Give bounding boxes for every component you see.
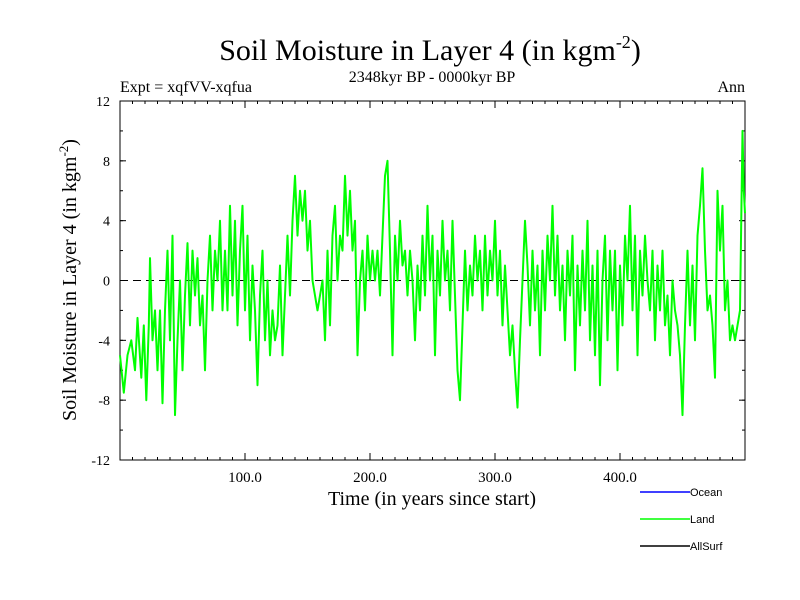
y-axis: -12 -8 -4 0 4 8 12 [91,95,745,469]
y-axis-label: Soil Moisture in Layer 4 (in kgm-2) [56,139,81,421]
x-axis-label: Time (in years since start) [328,488,536,510]
x-axis: 100.0 200.0 300.0 400.0 [132,101,733,486]
y-tick-label: 4 [103,215,110,230]
chart-title-end: ) [631,34,641,67]
subtitle-left: Expt = xqfVV-xqfua [120,79,252,96]
x-tick-label: 200.0 [353,470,387,486]
legend-label-land: Land [690,514,714,526]
legend-label-ocean: Ocean [690,487,722,499]
subtitle-right: Ann [717,79,745,96]
chart-title-main: Soil Moisture in Layer 4 (in kgm [219,34,616,67]
y-tick-label: 12 [96,95,110,110]
legend-label-allsurf: AllSurf [690,541,723,553]
chart-title-sup: -2 [616,32,631,52]
chart-title: Soil Moisture in Layer 4 (in kgm-2) [219,32,641,67]
y-tick-label: -4 [98,334,110,349]
y-tick-label: -8 [98,394,110,409]
series-group [119,129,746,417]
y-tick-label: 0 [103,275,110,290]
x-tick-label: 300.0 [478,470,512,486]
subtitle-center: 2348kyr BP - 0000kyr BP [349,69,516,86]
x-tick-label: 400.0 [603,470,637,486]
y-axis-label-main: Soil Moisture in Layer 4 (in kgm [59,156,81,421]
x-tick-label: 100.0 [228,470,262,486]
y-tick-label: 8 [103,155,110,170]
y-tick-label: -12 [91,454,110,469]
legend: Ocean Land AllSurf [640,487,723,553]
y-axis-label-sup: -2 [56,146,71,157]
series-line-land [119,129,746,417]
y-axis-label-end: ) [59,139,81,146]
